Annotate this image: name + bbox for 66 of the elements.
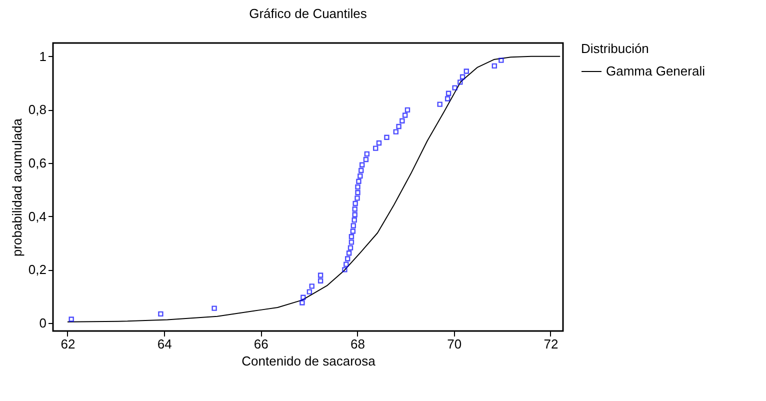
point <box>358 173 363 179</box>
point <box>359 162 365 168</box>
y-tick-label: 0,6 <box>28 156 46 170</box>
x-tick-label: 70 <box>447 336 462 352</box>
point <box>348 245 354 250</box>
x-tick-label: 72 <box>544 336 558 352</box>
point <box>444 96 450 102</box>
point <box>376 140 382 146</box>
point <box>68 316 74 322</box>
x-tick-label: 64 <box>157 336 172 352</box>
x-axis-title: Contenido de sacarosa <box>242 354 376 368</box>
y-tick-label: 0,2 <box>28 262 46 278</box>
point <box>446 90 452 96</box>
y-tick-label: 1 <box>39 48 46 64</box>
point <box>384 134 390 140</box>
point <box>348 234 354 240</box>
point <box>355 184 360 190</box>
point <box>460 74 466 80</box>
legend-title: Distribución <box>581 41 649 56</box>
chart-title: Gráfico de Cuantiles <box>249 6 368 21</box>
point <box>300 300 305 306</box>
point <box>498 58 504 63</box>
point <box>212 306 217 311</box>
point <box>344 262 349 267</box>
y-tick-label: 0,4 <box>28 208 46 224</box>
point <box>352 206 358 212</box>
point <box>373 146 378 151</box>
point <box>356 178 362 184</box>
point <box>364 151 370 157</box>
point <box>309 284 314 289</box>
point <box>350 228 356 234</box>
point <box>437 102 442 107</box>
point <box>393 129 398 134</box>
point <box>342 267 348 272</box>
y-axis-title: probabilidad acumulada <box>9 118 24 257</box>
point <box>352 212 358 218</box>
y-tick-label: 0,8 <box>28 102 46 118</box>
point <box>346 250 352 256</box>
point <box>158 311 164 317</box>
point <box>464 68 470 74</box>
point <box>354 196 360 201</box>
line-series <box>66 56 561 322</box>
point <box>363 156 369 162</box>
point <box>355 190 360 196</box>
point <box>400 118 405 124</box>
point <box>358 168 364 174</box>
point <box>404 107 410 113</box>
point <box>452 85 458 90</box>
point <box>306 289 312 294</box>
point <box>350 223 356 228</box>
point <box>352 200 358 206</box>
point <box>402 112 408 118</box>
legend-label: Gamma Generali <box>606 64 706 78</box>
x-tick-label: 66 <box>254 336 268 352</box>
point <box>345 256 350 262</box>
x-tick-label: 62 <box>60 336 76 352</box>
x-tick-label: 68 <box>350 336 365 352</box>
point <box>492 63 498 69</box>
point <box>348 240 354 245</box>
point <box>396 124 402 130</box>
point <box>458 80 463 85</box>
point <box>300 294 306 300</box>
point <box>352 217 357 223</box>
y-tick-label: 0 <box>39 316 46 330</box>
point <box>318 278 324 284</box>
point <box>318 272 324 278</box>
